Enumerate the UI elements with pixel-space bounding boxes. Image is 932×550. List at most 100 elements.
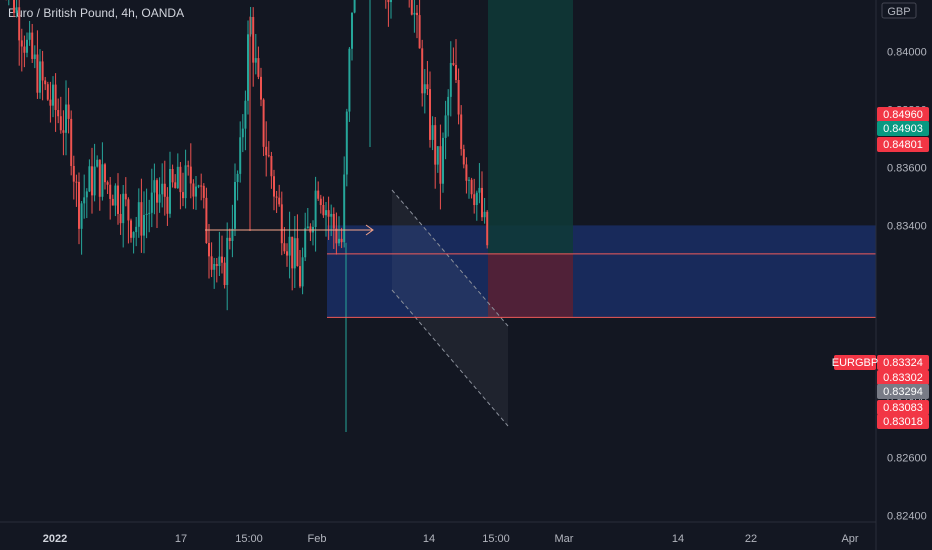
candle-body [145,213,148,216]
candle-body [143,215,145,236]
candle-body [325,210,327,216]
x-tick-label: 15:00 [235,533,263,545]
candle-body [78,181,80,229]
candle-body [127,199,130,221]
price-badge [877,370,929,385]
candle-body [460,114,463,150]
candle-body [270,156,273,177]
candle-body [166,196,169,214]
candle-body [31,32,34,59]
candle-body [413,12,416,15]
candle-body [215,263,218,267]
candle-body [137,202,140,227]
candle-body [280,204,283,244]
candle-body [267,155,270,157]
candle-body [59,116,62,131]
candle-body [327,210,330,217]
candle-body [117,185,119,214]
position-stop-area[interactable] [488,253,573,318]
candle-body [72,165,75,182]
y-tick-label: 0.82400 [887,510,927,522]
y-tick-label: 0.84000 [887,46,927,58]
drawings-layer [205,224,876,318]
candle-body [182,192,184,199]
candle-body [249,16,252,35]
x-tick-label: 2022 [43,533,67,545]
channel-lower-line[interactable] [391,289,509,427]
candle-body [340,238,343,243]
candle-body [130,220,132,238]
candle-body [124,193,127,200]
x-tick-label: 17 [175,533,187,545]
candle-body [67,104,70,119]
candle-body [176,166,179,189]
candle-body [423,84,426,94]
candle-body [153,180,156,193]
candle-body [150,192,153,213]
candle-body [343,174,346,243]
position-target-area[interactable] [488,0,573,254]
candle-body [260,76,262,100]
candle-body [353,0,356,13]
price-badge-label: 0.83083 [883,402,923,414]
candle-body [351,12,353,49]
candle-body [241,128,244,138]
candle-body [457,80,460,115]
candle-body [231,228,234,242]
x-tick-label: 14 [672,533,684,545]
candle-body [309,226,312,233]
candle-body [140,202,143,236]
candle-body [169,169,171,214]
price-badge [877,400,929,415]
candle-body [189,166,192,184]
candle-body [319,198,322,205]
candle-body [135,226,138,233]
candle-body [65,104,67,133]
candle-body [57,110,60,117]
candle-body [18,7,21,41]
candle-body [44,80,47,85]
candle-body [15,7,18,13]
candle-body [306,226,309,229]
candle-body [293,238,296,269]
support-zone[interactable] [327,225,876,318]
candle-body [88,166,91,192]
candle-body [158,194,161,203]
currency-label: GBP [887,6,910,18]
candle-body [75,181,78,183]
candle-body [228,237,231,242]
candle-body [239,137,242,174]
candle-body [455,64,457,81]
candle-body [335,228,338,244]
symbol-tag [834,355,876,370]
candle-body [39,61,41,93]
candle-body [462,149,465,165]
candle-body [91,166,93,196]
candle-body [314,190,317,227]
candle-body [122,193,125,224]
channel-upper-line[interactable] [391,189,509,327]
candle-body [200,185,203,187]
candle-body [265,146,268,156]
candle-body [202,185,205,198]
candle-body [283,243,286,252]
symbol-tag-label: EURGBP [832,357,878,369]
y-tick-label: 0.83600 [887,162,927,174]
x-tick-label: Apr [841,533,858,545]
price-badges: 0.84960 0.84903 0.84801 0.83324 EURGBP 0.8330… [832,107,929,429]
candle-body [486,211,489,246]
candle-body [465,164,468,181]
candle-body [36,54,39,93]
candle-body [26,39,28,53]
arrow-head-icon [365,224,374,236]
candle-body [447,96,450,116]
x-tick-label: 15:00 [482,533,510,545]
candle-body [254,58,257,63]
candle-body [475,192,478,206]
candle-body [439,146,442,184]
candle-body [470,179,473,195]
candle-body [317,190,320,199]
candle-body [174,182,177,189]
price-badge [877,384,929,399]
